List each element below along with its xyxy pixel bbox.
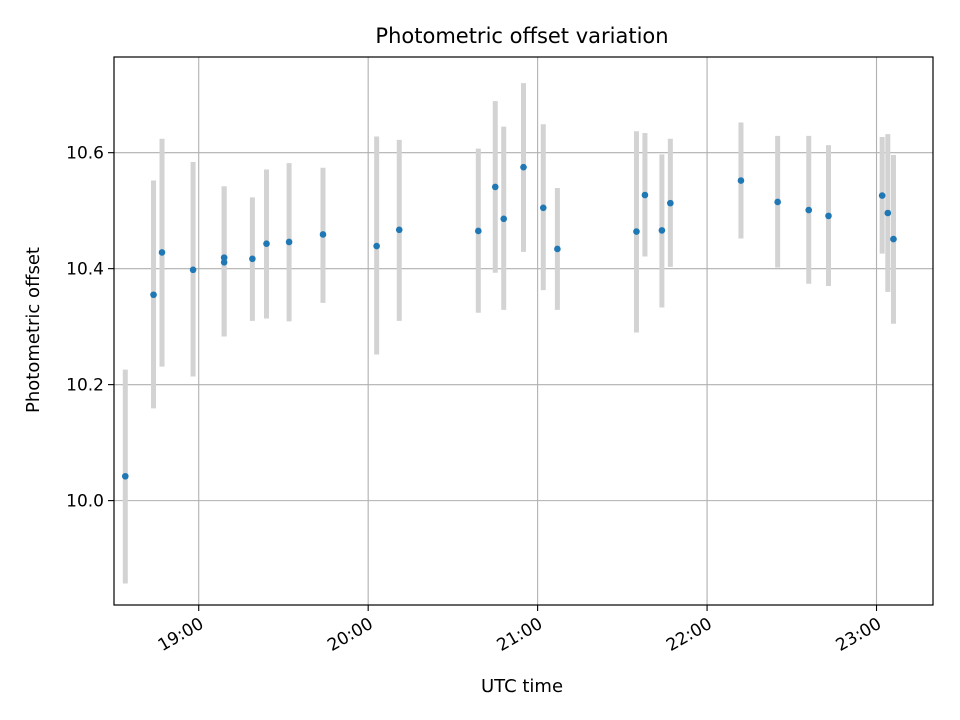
- data-point: [395, 226, 403, 234]
- data-point: [285, 238, 293, 246]
- x-axis-label: UTC time: [481, 676, 563, 697]
- data-point: [475, 227, 482, 235]
- data-point: [554, 245, 561, 253]
- y-tick-label: 10.6: [66, 144, 104, 164]
- data-point: [500, 215, 508, 223]
- data-point: [878, 192, 886, 199]
- data-point: [121, 472, 129, 480]
- data-point: [737, 177, 745, 184]
- data-point: [220, 254, 228, 261]
- data-point: [189, 266, 197, 274]
- data-point: [158, 249, 166, 256]
- data-point: [319, 231, 327, 238]
- data-point: [884, 209, 892, 217]
- data-point: [825, 212, 832, 220]
- data-point: [805, 206, 813, 214]
- data-point: [774, 198, 781, 206]
- data-point: [633, 228, 640, 235]
- data-point: [641, 191, 649, 199]
- data-point: [373, 242, 380, 250]
- y-tick-label: 10.4: [66, 260, 104, 280]
- data-point: [667, 199, 674, 207]
- data-point: [150, 291, 157, 299]
- y-axis-label: Photometric offset: [23, 247, 44, 413]
- y-tick-label: 10.0: [66, 492, 104, 512]
- data-point: [539, 204, 547, 212]
- y-tick-label: 10.2: [66, 376, 104, 396]
- data-point: [658, 227, 666, 234]
- y-axis-ticks: 10.0 10.2 10.4 10.6: [66, 144, 114, 512]
- data-point: [249, 255, 256, 263]
- point-layer: [121, 163, 897, 480]
- chart-title: Photometric offset variation: [375, 24, 668, 48]
- data-point: [263, 240, 270, 248]
- data-point: [491, 183, 499, 191]
- plot-frame: [113, 56, 934, 606]
- data-point: [220, 258, 228, 266]
- data-point: [890, 235, 897, 243]
- data-point: [520, 163, 527, 171]
